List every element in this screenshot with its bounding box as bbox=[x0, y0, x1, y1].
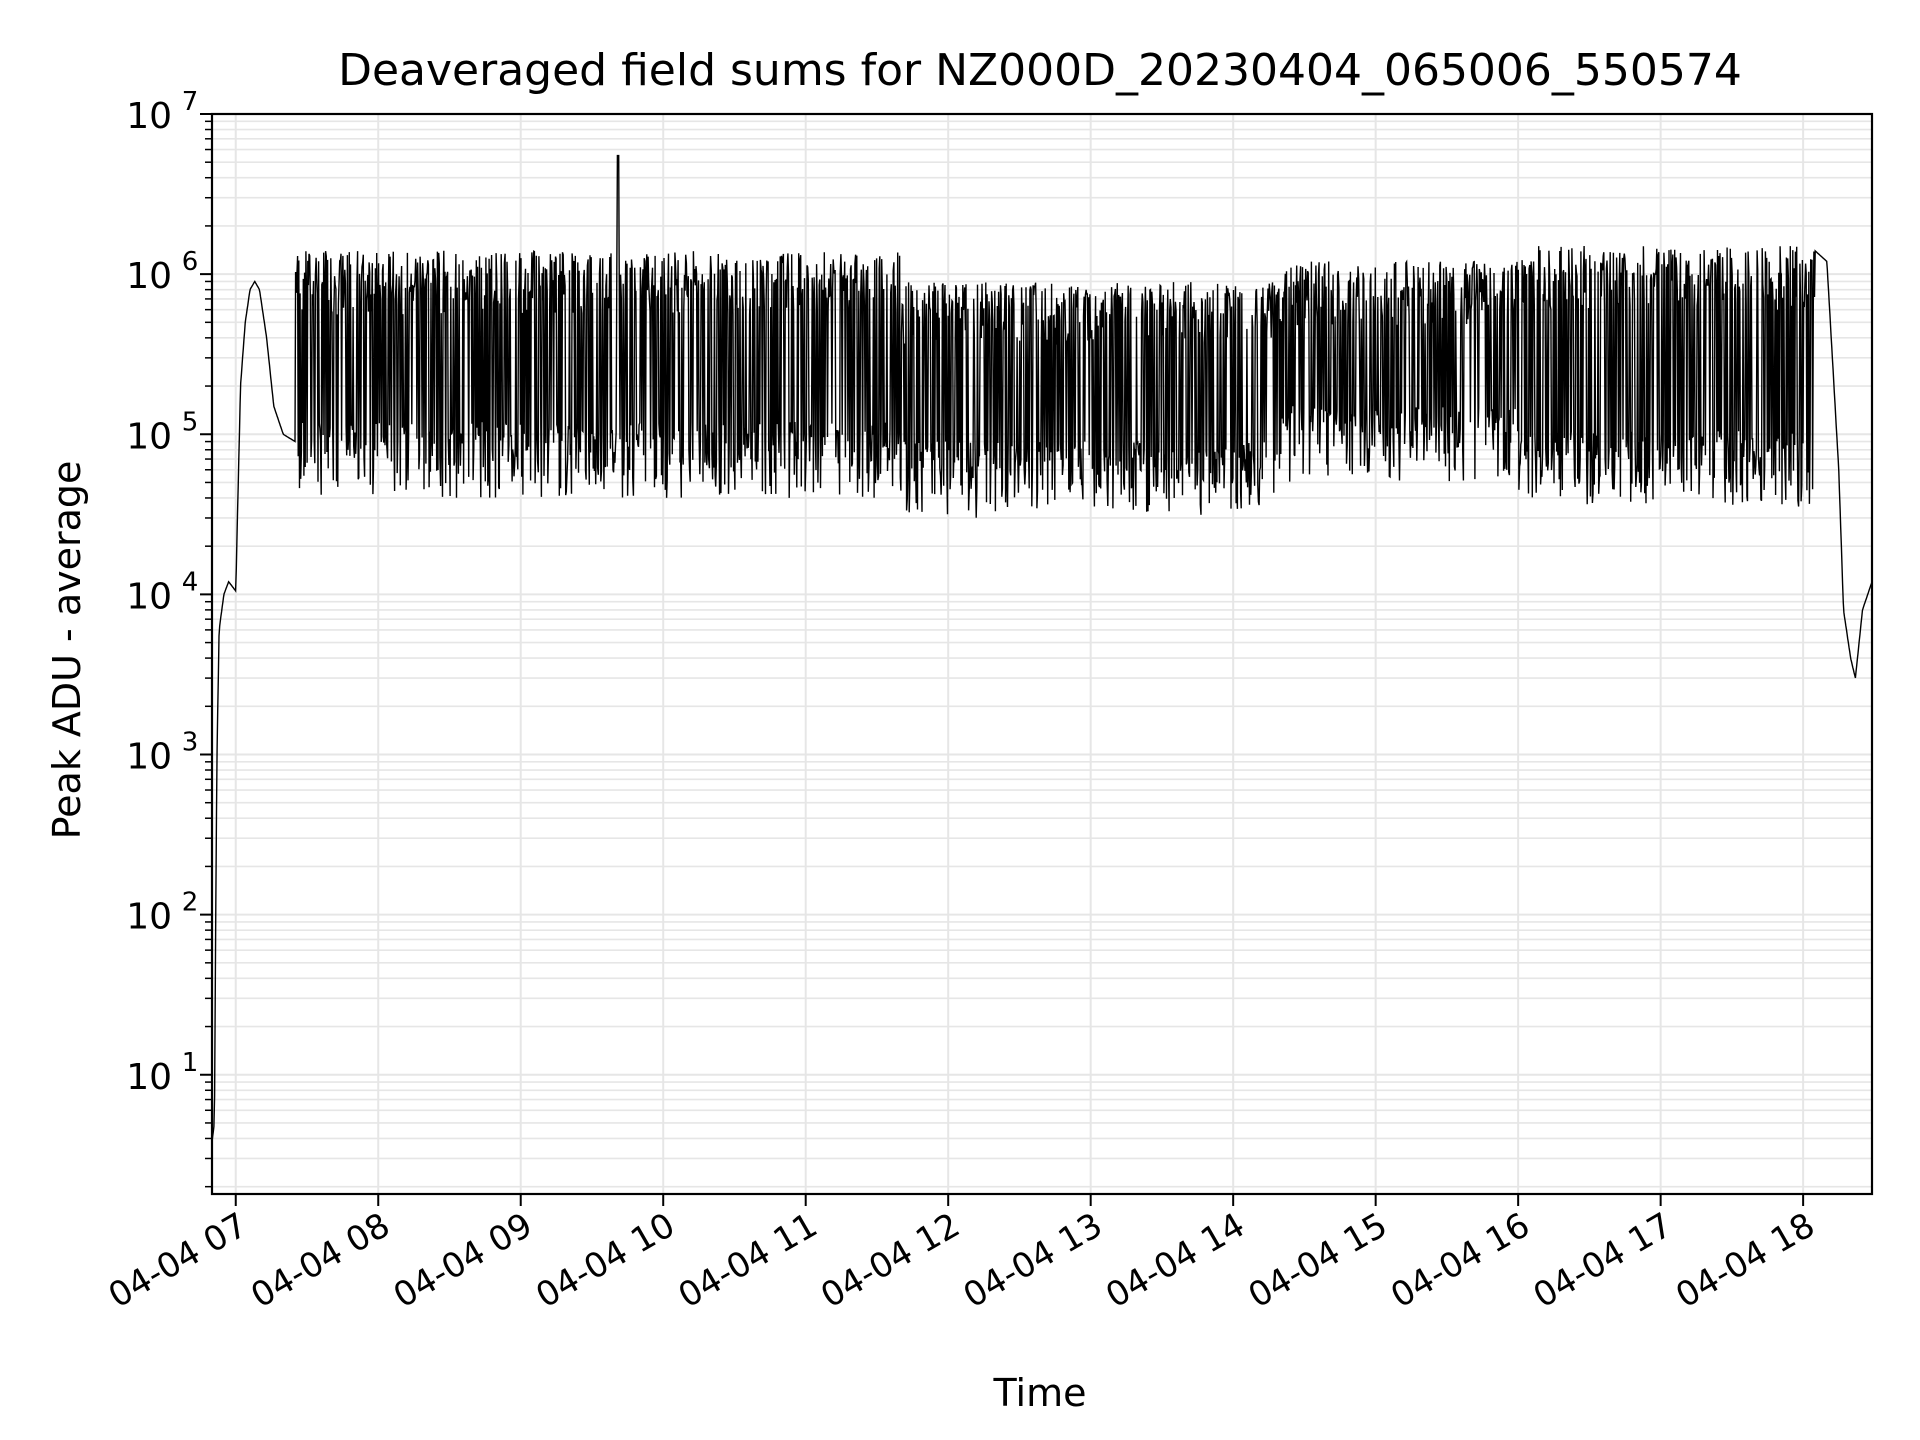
y-tick-exponent: 6 bbox=[182, 247, 199, 277]
y-tick-exponent: 5 bbox=[182, 407, 199, 437]
grid bbox=[212, 113, 1872, 1194]
y-axis-label: Peak ADU - average bbox=[45, 461, 89, 840]
y-tick-label: 10 bbox=[126, 737, 172, 778]
y-tick-exponent: 3 bbox=[182, 728, 199, 758]
plot-frame bbox=[210, 112, 1874, 1196]
y-ticks: 10 1 10 2 10 3 10 4 10 5 10 6 10 7 bbox=[126, 87, 212, 1188]
y-tick-label: 10 bbox=[126, 1057, 172, 1098]
series-group bbox=[211, 154, 1873, 1143]
x-axis-label: Time bbox=[993, 1371, 1087, 1415]
y-tick-exponent: 7 bbox=[182, 87, 199, 117]
y-tick-label: 10 bbox=[126, 256, 172, 297]
series-line bbox=[211, 154, 1873, 1143]
y-tick-exponent: 1 bbox=[182, 1048, 199, 1078]
y-tick-label: 10 bbox=[126, 576, 172, 617]
y-tick-exponent: 2 bbox=[182, 888, 199, 918]
y-tick-label: 10 bbox=[126, 897, 172, 938]
y-tick-label: 10 bbox=[126, 96, 172, 137]
y-tick-label: 10 bbox=[126, 416, 172, 457]
chart-title: Deaveraged field sums for NZ000D_2023040… bbox=[338, 45, 1742, 96]
y-tick-exponent: 4 bbox=[182, 567, 199, 597]
